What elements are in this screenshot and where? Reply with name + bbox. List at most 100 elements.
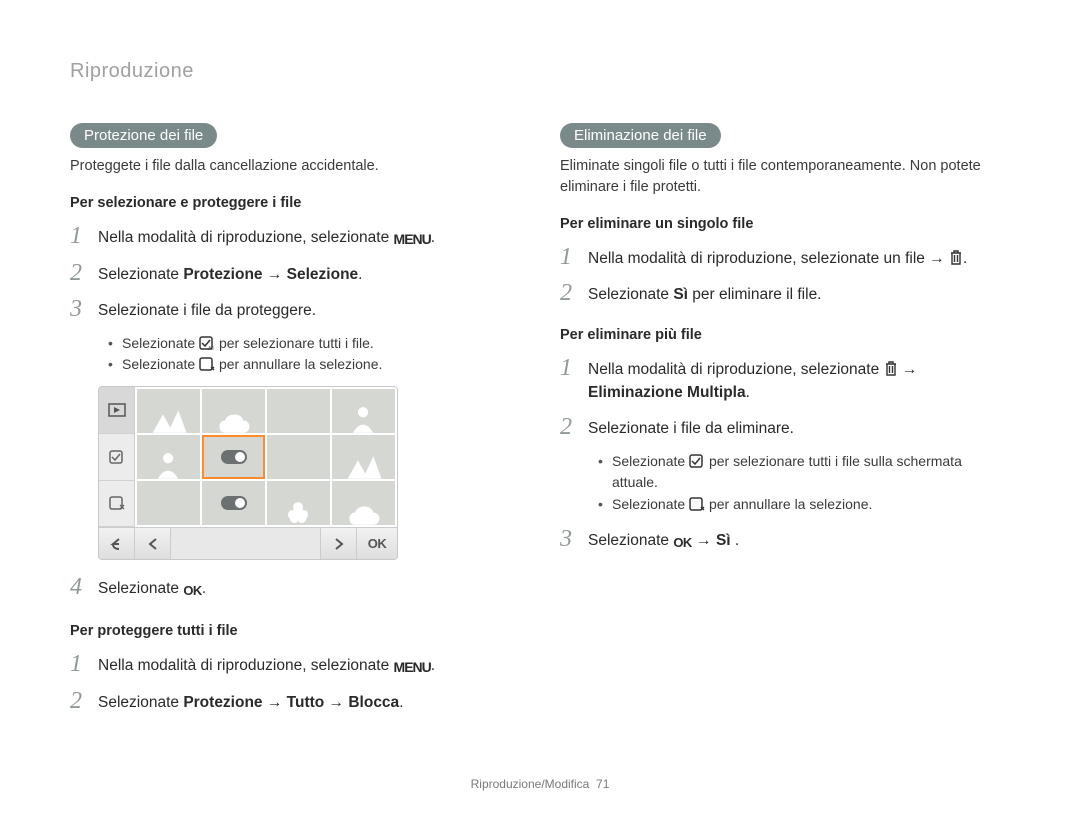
thumb (332, 481, 395, 525)
bullet-text: per annullare la selezione. (219, 356, 382, 372)
right-column: Eliminazione dei file Eliminate singoli … (560, 123, 1010, 724)
step-2b: 2 Selezionate Protezione → Tutto → Blocc… (70, 688, 520, 714)
bullet-text: per selezionare tutti i file. (219, 335, 374, 351)
deselect-icon (689, 497, 705, 511)
step-4: 4 Selezionate OK. (70, 574, 520, 601)
protection-screenshot: OK (98, 386, 398, 560)
thumb (267, 435, 330, 479)
section-pill-protection: Protezione dei file (70, 123, 217, 148)
trash-icon (884, 360, 898, 376)
rstep-2: 2 Selezionate Sì per eliminare il file. (560, 280, 1010, 306)
ok-icon: OK (673, 533, 692, 553)
rstep-1: 1 Nella modalità di riproduzione, selezi… (560, 244, 1010, 270)
step-text: → (902, 361, 918, 378)
step-body: Nella modalità di riproduzione, selezion… (588, 244, 967, 270)
step-text: Nella modalità di riproduzione, selezion… (588, 361, 884, 378)
step-bold: Protezione → Tutto → Blocca (183, 694, 399, 711)
step-body: Selezionate OK → Sì . (588, 526, 739, 553)
trash-icon (949, 249, 963, 265)
step-number: 1 (70, 223, 98, 249)
bullet-item: Selezionate per annullare la selezione. (108, 354, 520, 376)
bullet-text: Selezionate (612, 496, 689, 512)
step-number: 2 (70, 260, 98, 286)
bullet-text: Selezionate (122, 335, 199, 351)
step-body: Selezionate i file da proteggere. (98, 296, 316, 322)
step-text: Selezionate (98, 266, 183, 283)
step-3: 3 Selezionate i file da proteggere. (70, 296, 520, 322)
step-number: 3 (70, 296, 98, 322)
step-number: 4 (70, 574, 98, 600)
step-body: Selezionate Sì per eliminare il file. (588, 280, 822, 306)
mock-bottom-bar: OK (99, 527, 397, 559)
step-tail: . (431, 229, 435, 246)
bullet-list-right: Selezionate per selezionare tutti i file… (598, 451, 1010, 516)
bullet-item: Selezionate All per selezionare tutti i … (108, 333, 520, 355)
thumbnail-grid (135, 387, 397, 527)
step-tail: . (358, 266, 362, 283)
svg-text:All: All (208, 346, 214, 350)
step-number: 3 (560, 526, 588, 552)
footer-page: 71 (596, 777, 609, 791)
subhead-protect-all: Per proteggere tutti i file (70, 623, 520, 639)
deselect-button (99, 481, 134, 528)
step-tail: . (431, 657, 435, 674)
step-body: Selezionate OK. (98, 574, 206, 601)
step-body: Selezionate Protezione → Selezione. (98, 260, 362, 286)
ok-button: OK (357, 528, 397, 559)
step-2: 2 Selezionate Protezione → Selezione. (70, 260, 520, 286)
step-1: 1 Nella modalità di riproduzione, selezi… (70, 223, 520, 250)
bullet-item: Selezionate per selezionare tutti i file… (598, 451, 1010, 494)
thumb (202, 389, 265, 433)
step-1b: 1 Nella modalità di riproduzione, selezi… (70, 651, 520, 678)
step-body: Selezionate i file da eliminare. (588, 414, 794, 440)
step-text: Selezionate (98, 580, 183, 597)
toggle-icon (221, 496, 247, 510)
left-column: Protezione dei file Proteggete i file da… (70, 123, 520, 724)
step-tail: . (731, 532, 740, 549)
footer-text: Riproduzione/Modifica (471, 777, 590, 791)
step-text: Selezionate (588, 532, 673, 549)
next-button (321, 528, 357, 559)
subhead-select-protect: Per selezionare e proteggere i file (70, 195, 520, 211)
bullet-item: Selezionate per annullare la selezione. (598, 494, 1010, 516)
ok-icon: OK (368, 536, 387, 551)
protection-intro: Proteggete i file dalla cancellazione ac… (70, 156, 520, 177)
thumb (137, 481, 200, 525)
deselect-icon (199, 357, 215, 371)
step-text: Nella modalità di riproduzione, selezion… (98, 657, 394, 674)
step-body: Nella modalità di riproduzione, selezion… (98, 223, 435, 250)
toggle-icon (221, 450, 247, 464)
menu-icon: MENU (394, 229, 431, 250)
step-text: Selezionate (98, 694, 183, 711)
step-text: Selezionate (588, 286, 673, 303)
step-number: 2 (560, 280, 588, 306)
thumb (202, 481, 265, 525)
thumb (137, 389, 200, 433)
menu-icon: MENU (394, 657, 431, 678)
step-text: Nella modalità di riproduzione, selezion… (98, 229, 394, 246)
step-text: per eliminare il file. (688, 286, 822, 303)
bullet-list: Selezionate All per selezionare tutti i … (108, 333, 520, 376)
step-tail: . (202, 580, 206, 597)
step-number: 1 (560, 355, 588, 381)
subhead-delete-multi: Per eliminare più file (560, 327, 1010, 343)
step-body: Nella modalità di riproduzione, selezion… (98, 651, 435, 678)
select-all-button (99, 434, 134, 481)
step-body: Selezionate Protezione → Tutto → Blocca. (98, 688, 404, 714)
thumb-selected (202, 435, 265, 479)
ok-icon: OK (183, 581, 202, 601)
bullet-text: Selezionate (122, 356, 199, 372)
rstep-4: 2 Selezionate i file da eliminare. (560, 414, 1010, 440)
step-number: 1 (70, 651, 98, 677)
thumb (332, 435, 395, 479)
rstep-3: 1 Nella modalità di riproduzione, selezi… (560, 355, 1010, 405)
thumb (267, 481, 330, 525)
step-text: Nella modalità di riproduzione, selezion… (588, 250, 949, 267)
step-bold: Protezione → Selezione (183, 266, 358, 283)
page-footer: Riproduzione/Modifica 71 (0, 777, 1080, 791)
mock-sidebar (99, 387, 135, 527)
step-number: 1 (560, 244, 588, 270)
select-all-icon: All (199, 336, 215, 350)
step-tail: . (746, 384, 750, 401)
step-number: 2 (70, 688, 98, 714)
